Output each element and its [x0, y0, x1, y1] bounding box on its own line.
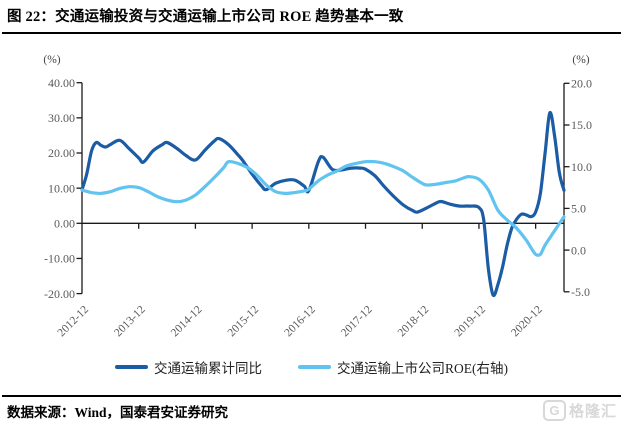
legend-item-roe: 交通运输上市公司ROE(右轴)	[298, 357, 508, 377]
svg-text:2014-12: 2014-12	[169, 303, 205, 339]
svg-text:2015-12: 2015-12	[226, 303, 262, 339]
svg-text:15.0: 15.0	[571, 118, 592, 132]
svg-text:40.00: 40.00	[48, 76, 75, 90]
axes: (%) (%) 40.00 30.00 20.00 10.00 0.00 -10.00 -20.…	[43, 54, 592, 339]
figure-title: 图 22：交通运输投资与交通运输上市公司 ROE 趋势基本一致	[7, 9, 404, 25]
series-line-0	[80, 111, 566, 298]
svg-text:2020-12: 2020-12	[509, 303, 545, 339]
series-line-1	[80, 159, 566, 257]
svg-text:-10.00: -10.00	[44, 252, 75, 266]
gelonghui-wordmark: 格隆汇	[568, 404, 617, 420]
chart-legend: 交通运输累计同比 交通运输上市公司ROE(右轴)	[0, 357, 623, 377]
legend-item-investment: 交通运输累计同比	[115, 357, 262, 377]
svg-text:30.00: 30.00	[48, 111, 75, 125]
svg-text:5.0: 5.0	[571, 202, 586, 216]
svg-text:20.00: 20.00	[48, 146, 75, 160]
legend-label-roe: 交通运输上市公司ROE(右轴)	[337, 361, 508, 376]
svg-text:2017-12: 2017-12	[339, 303, 375, 339]
line-chart-svg: (%) (%) 40.00 30.00 20.00 10.00 0.00 -10.00 -20.…	[43, 54, 592, 339]
svg-text:(%): (%)	[572, 54, 589, 66]
svg-text:10.0: 10.0	[571, 160, 592, 174]
svg-text:0.0: 0.0	[571, 243, 586, 257]
footer-divider	[2, 395, 621, 397]
svg-text:2018-12: 2018-12	[396, 303, 432, 339]
svg-text:2012-12: 2012-12	[56, 303, 92, 339]
gelonghui-logo: G 格隆汇	[542, 400, 617, 421]
title-divider	[2, 32, 621, 34]
legend-label-investment: 交通运输累计同比	[154, 361, 262, 376]
legend-line-light-blue	[298, 365, 331, 369]
svg-text:20.0: 20.0	[571, 77, 592, 91]
svg-text:2013-12: 2013-12	[112, 303, 148, 339]
gelonghui-g-icon: G	[542, 400, 566, 421]
svg-text:2019-12: 2019-12	[452, 303, 488, 339]
data-source: 数据来源：Wind，国泰君安证券研究	[7, 405, 229, 420]
svg-text:10.00: 10.00	[48, 181, 75, 195]
svg-text:-20.00: -20.00	[44, 287, 75, 301]
svg-text:(%): (%)	[43, 54, 60, 66]
svg-text:-5.0: -5.0	[571, 285, 590, 299]
legend-line-dark-blue	[115, 365, 148, 369]
svg-text:0.00: 0.00	[54, 217, 75, 231]
svg-text:2016-12: 2016-12	[282, 303, 318, 339]
